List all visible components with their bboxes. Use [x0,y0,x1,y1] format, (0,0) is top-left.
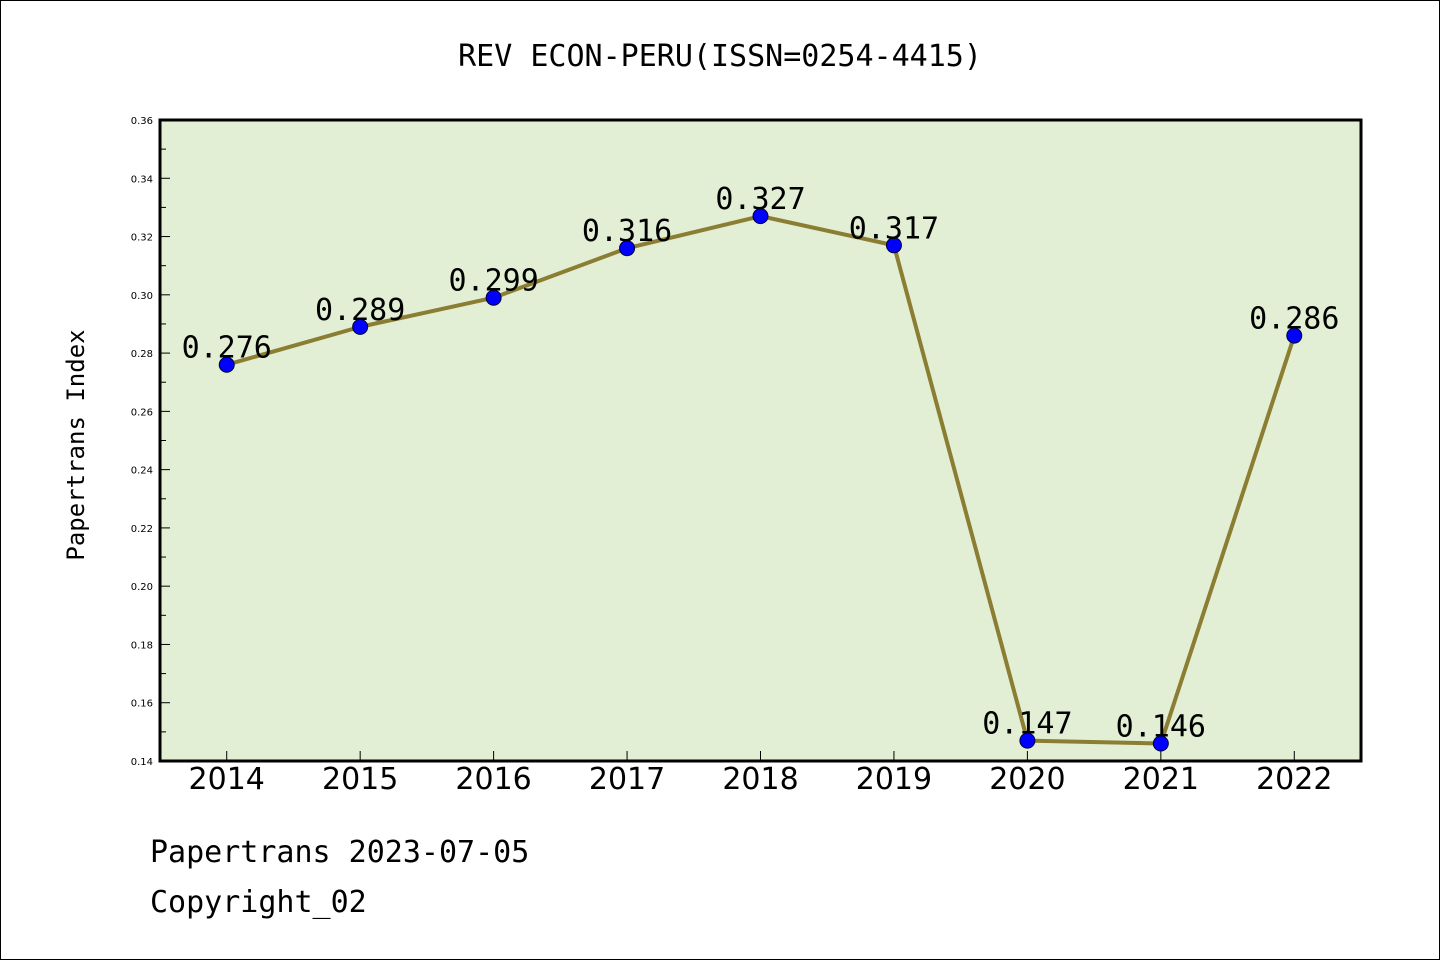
y-tick-label: 0.16 [131,699,153,710]
data-point [1286,327,1303,344]
y-tick-label: 0.34 [131,174,153,185]
data-label: 0.286 [1249,302,1339,337]
data-point [885,237,902,254]
x-tick-label: 2022 [1256,762,1332,797]
data-label: 0.146 [1116,710,1206,745]
x-tick-label: 2016 [455,762,531,797]
data-point [619,240,636,257]
x-tick-label: 2015 [322,762,398,797]
y-tick-label: 0.28 [131,349,153,360]
y-tick-label: 0.20 [131,582,153,593]
y-tick-label: 0.24 [131,466,153,477]
y-axis: 0.14 0.16 0.18 0.20 0.22 0.24 0.26 0.28 0.30 0.32… [131,116,170,768]
x-tick-label: 2014 [189,762,265,797]
plot-area [160,120,1361,761]
data-point [352,318,369,335]
plot-border [158,118,1363,763]
data-label: 0.317 [849,211,939,246]
y-tick-label: 0.30 [131,291,153,302]
data-point [218,356,235,373]
data-point [1019,732,1036,749]
series-markers [218,208,1303,752]
data-point [1152,735,1169,752]
data-label: 0.327 [715,182,805,217]
footer-date: Papertrans 2023-07-05 [150,835,530,870]
y-tick-label: 0.22 [131,524,153,535]
x-tick-label: 2017 [589,762,665,797]
x-tick-label: 2018 [722,762,798,797]
x-tick-label: 2021 [1123,762,1199,797]
y-tick-label: 0.32 [131,233,153,244]
data-label: 0.147 [982,707,1072,742]
data-point [485,289,502,306]
y-axis-label: Papertrans Index [62,329,90,560]
data-label: 0.316 [582,214,672,249]
chart-title: REV ECON-PERU(ISSN=0254-4415) [458,39,982,74]
data-label: 0.289 [315,293,405,328]
x-tick-label: 2019 [856,762,932,797]
data-label: 0.299 [448,264,538,299]
y-tick-label: 0.26 [131,407,153,418]
data-label: 0.276 [182,331,272,366]
data-point [752,208,769,225]
footer-copyright: Copyright_02 [150,885,367,920]
x-axis: 2014 2015 2016 2017 2018 2019 2020 2021 2022 [189,751,1332,797]
data-labels: 0.276 0.289 0.299 0.316 0.327 0.317 0.147 0.146… [182,182,1340,744]
y-tick-label: 0.36 [131,116,153,127]
x-tick-label: 2020 [989,762,1065,797]
y-tick-label: 0.18 [131,640,153,651]
y-tick-label: 0.14 [131,757,153,768]
